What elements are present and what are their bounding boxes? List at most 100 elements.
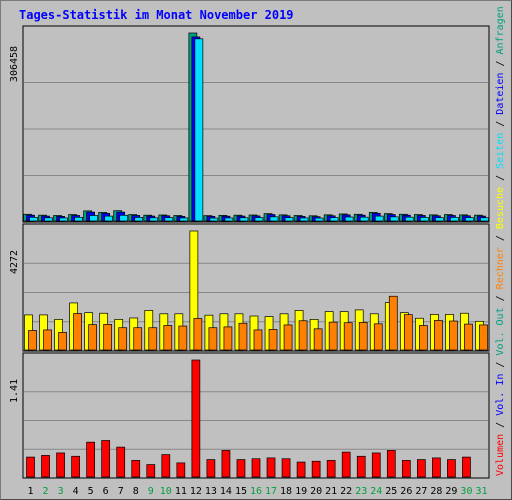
- bar-volumen-day-21: [326, 460, 336, 478]
- x-tick-label: 29: [445, 486, 457, 497]
- bar-seiten-day-13: [209, 217, 219, 222]
- legend-entry: Rechner: [495, 247, 506, 289]
- x-tick-label: 10: [160, 486, 172, 497]
- bar-rechner-day-16: [253, 329, 263, 351]
- bar-volumen-day-25: [386, 450, 396, 478]
- bar-rechner-day-13: [208, 327, 218, 351]
- legend-entry: Besuche: [495, 187, 506, 229]
- bar-rechner-day-15: [238, 322, 248, 351]
- y-axis-max-label-top: 306458: [9, 46, 20, 82]
- bar-seiten-day-31: [480, 217, 489, 222]
- bar-volumen-day-1: [26, 456, 35, 478]
- bar-seiten-day-15: [239, 217, 249, 222]
- bar-seiten-day-14: [224, 217, 234, 222]
- page-title: Tages-Statistik im Monat November 2019: [19, 8, 294, 22]
- bar-seiten-day-24: [374, 215, 384, 222]
- bar-volumen-day-20: [311, 460, 321, 478]
- bar-rechner-day-18: [283, 324, 293, 351]
- x-tick-label: 20: [310, 486, 322, 497]
- bar-seiten-day-1: [29, 216, 38, 222]
- bar-volumen-day-5: [86, 441, 95, 478]
- bar-seiten-day-16: [254, 217, 264, 222]
- x-tick-label: 11: [175, 486, 187, 497]
- bar-volumen-day-28: [432, 457, 441, 478]
- bar-rechner-day-26: [403, 314, 413, 351]
- bar-volumen-day-26: [401, 460, 411, 478]
- bar-seiten-day-30: [465, 217, 474, 222]
- x-tick-label: 30: [460, 486, 472, 497]
- bar-volumen-day-15: [236, 459, 246, 478]
- bar-volumen-day-8: [131, 460, 141, 478]
- bar-rechner-day-19: [298, 320, 308, 351]
- legend-entry: Vol. Out: [495, 307, 506, 355]
- bar-seiten-day-26: [404, 216, 414, 222]
- bar-seiten-day-25: [389, 216, 399, 222]
- bar-volumen-day-10: [161, 454, 171, 478]
- bar-volumen-day-30: [462, 456, 471, 478]
- bar-volumen-day-13: [206, 459, 216, 478]
- right-legend: Volumen / Vol. In / Vol. Out / Rechner /…: [495, 6, 506, 476]
- bar-volumen-day-3: [56, 452, 65, 478]
- x-tick-label: 3: [58, 486, 64, 497]
- legend-entry: Volumen: [495, 434, 506, 476]
- bar-volumen-day-2: [41, 455, 50, 478]
- legend-entry: /: [495, 169, 506, 187]
- x-tick-label: 27: [415, 486, 427, 497]
- x-tick-label: 25: [385, 486, 397, 497]
- bar-volumen-day-17: [266, 457, 276, 478]
- bar-rechner-day-22: [343, 322, 353, 351]
- x-tick-label: 26: [400, 486, 412, 497]
- bar-seiten-day-9: [149, 217, 159, 222]
- x-tick-label: 18: [280, 486, 292, 497]
- bar-seiten-day-2: [44, 217, 53, 222]
- bar-volumen-day-29: [447, 459, 456, 478]
- x-tick-label: 17: [265, 486, 277, 497]
- x-tick-label: 23: [355, 486, 367, 497]
- x-tick-label: 4: [73, 486, 79, 497]
- x-tick-label: 9: [148, 486, 154, 497]
- x-tick-label: 13: [205, 486, 217, 497]
- bar-seiten-day-22: [344, 216, 354, 222]
- bar-rechner-day-5: [88, 324, 97, 351]
- legend-entry: /: [495, 229, 506, 247]
- bar-rechner-day-29: [449, 320, 458, 351]
- bar-seiten-day-21: [329, 217, 339, 222]
- bar-rechner-day-17: [268, 329, 278, 351]
- bar-rechner-day-1: [28, 330, 37, 351]
- bar-rechner-day-9: [148, 327, 158, 351]
- x-tick-label: 5: [88, 486, 94, 497]
- legend-entry: Vol. In: [495, 374, 506, 416]
- bar-rechner-day-30: [464, 323, 473, 351]
- legend-entry: /: [495, 356, 506, 374]
- x-tick-label: 16: [250, 486, 262, 497]
- x-tick-label: 8: [133, 486, 139, 497]
- legend-entry: Seiten: [495, 133, 506, 169]
- bar-rechner-day-12: [193, 318, 203, 351]
- bar-seiten-day-12: [194, 38, 204, 222]
- bar-seiten-day-29: [450, 217, 459, 222]
- bar-rechner-day-21: [328, 321, 338, 351]
- bar-rechner-day-31: [479, 324, 488, 351]
- x-tick-label: 24: [370, 486, 382, 497]
- x-tick-label: 14: [220, 486, 232, 497]
- y-axis-max-label-middle: 4272: [9, 250, 20, 274]
- bar-seiten-day-18: [284, 217, 294, 222]
- x-tick-label: 19: [295, 486, 307, 497]
- bar-volumen-day-7: [116, 446, 126, 478]
- bar-rechner-day-14: [223, 326, 233, 351]
- x-tick-label: 22: [340, 486, 352, 497]
- bar-seiten-day-27: [420, 217, 429, 222]
- bar-volumen-day-24: [371, 452, 381, 478]
- x-tick-label: 21: [325, 486, 337, 497]
- bar-volumen-day-27: [417, 459, 426, 478]
- x-tick-label: 7: [118, 486, 124, 497]
- bar-seiten-day-5: [89, 215, 98, 222]
- legend-entry: /: [495, 54, 506, 72]
- bar-rechner-day-25: [388, 295, 398, 351]
- bar-rechner-day-10: [163, 325, 173, 351]
- bar-rechner-day-11: [178, 325, 188, 351]
- bar-volumen-day-23: [356, 455, 366, 478]
- bar-rechner-day-28: [434, 320, 443, 351]
- bar-seiten-day-4: [74, 216, 83, 222]
